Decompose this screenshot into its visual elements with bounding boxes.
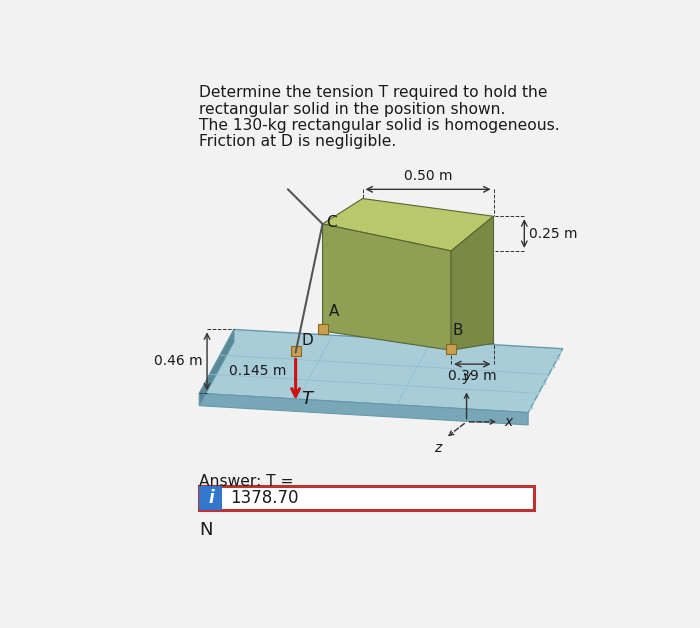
Polygon shape [452,216,493,350]
Polygon shape [199,330,234,406]
Text: Determine the tension T required to hold the: Determine the tension T required to hold… [199,85,548,100]
FancyBboxPatch shape [199,486,223,511]
Polygon shape [323,198,493,251]
Text: D: D [302,333,314,348]
FancyBboxPatch shape [290,346,300,356]
Text: The 130-kg rectangular solid is homogeneous.: The 130-kg rectangular solid is homogene… [199,117,560,133]
Text: 0.25 m: 0.25 m [529,227,578,241]
Text: 0.46 m: 0.46 m [154,354,202,369]
Text: 0.50 m: 0.50 m [404,169,452,183]
Text: 0.39 m: 0.39 m [448,369,496,382]
Text: T: T [301,390,312,408]
Text: z: z [435,441,442,455]
Text: i: i [208,489,213,507]
Text: y: y [463,370,470,384]
Text: 0.145 m: 0.145 m [229,364,286,379]
Text: rectangular solid in the position shown.: rectangular solid in the position shown. [199,102,505,117]
Polygon shape [323,224,452,350]
Text: x: x [504,415,512,429]
FancyBboxPatch shape [318,325,328,335]
Polygon shape [199,393,528,425]
Text: C: C [326,215,337,230]
Polygon shape [199,330,563,413]
FancyBboxPatch shape [199,486,534,511]
Text: Answer: T =: Answer: T = [199,474,294,489]
Text: Friction at D is negligible.: Friction at D is negligible. [199,134,397,149]
Text: 1378.70: 1378.70 [230,489,299,507]
Text: N: N [199,521,213,539]
FancyBboxPatch shape [446,344,456,354]
Text: B: B [453,323,463,338]
Text: A: A [329,304,339,318]
